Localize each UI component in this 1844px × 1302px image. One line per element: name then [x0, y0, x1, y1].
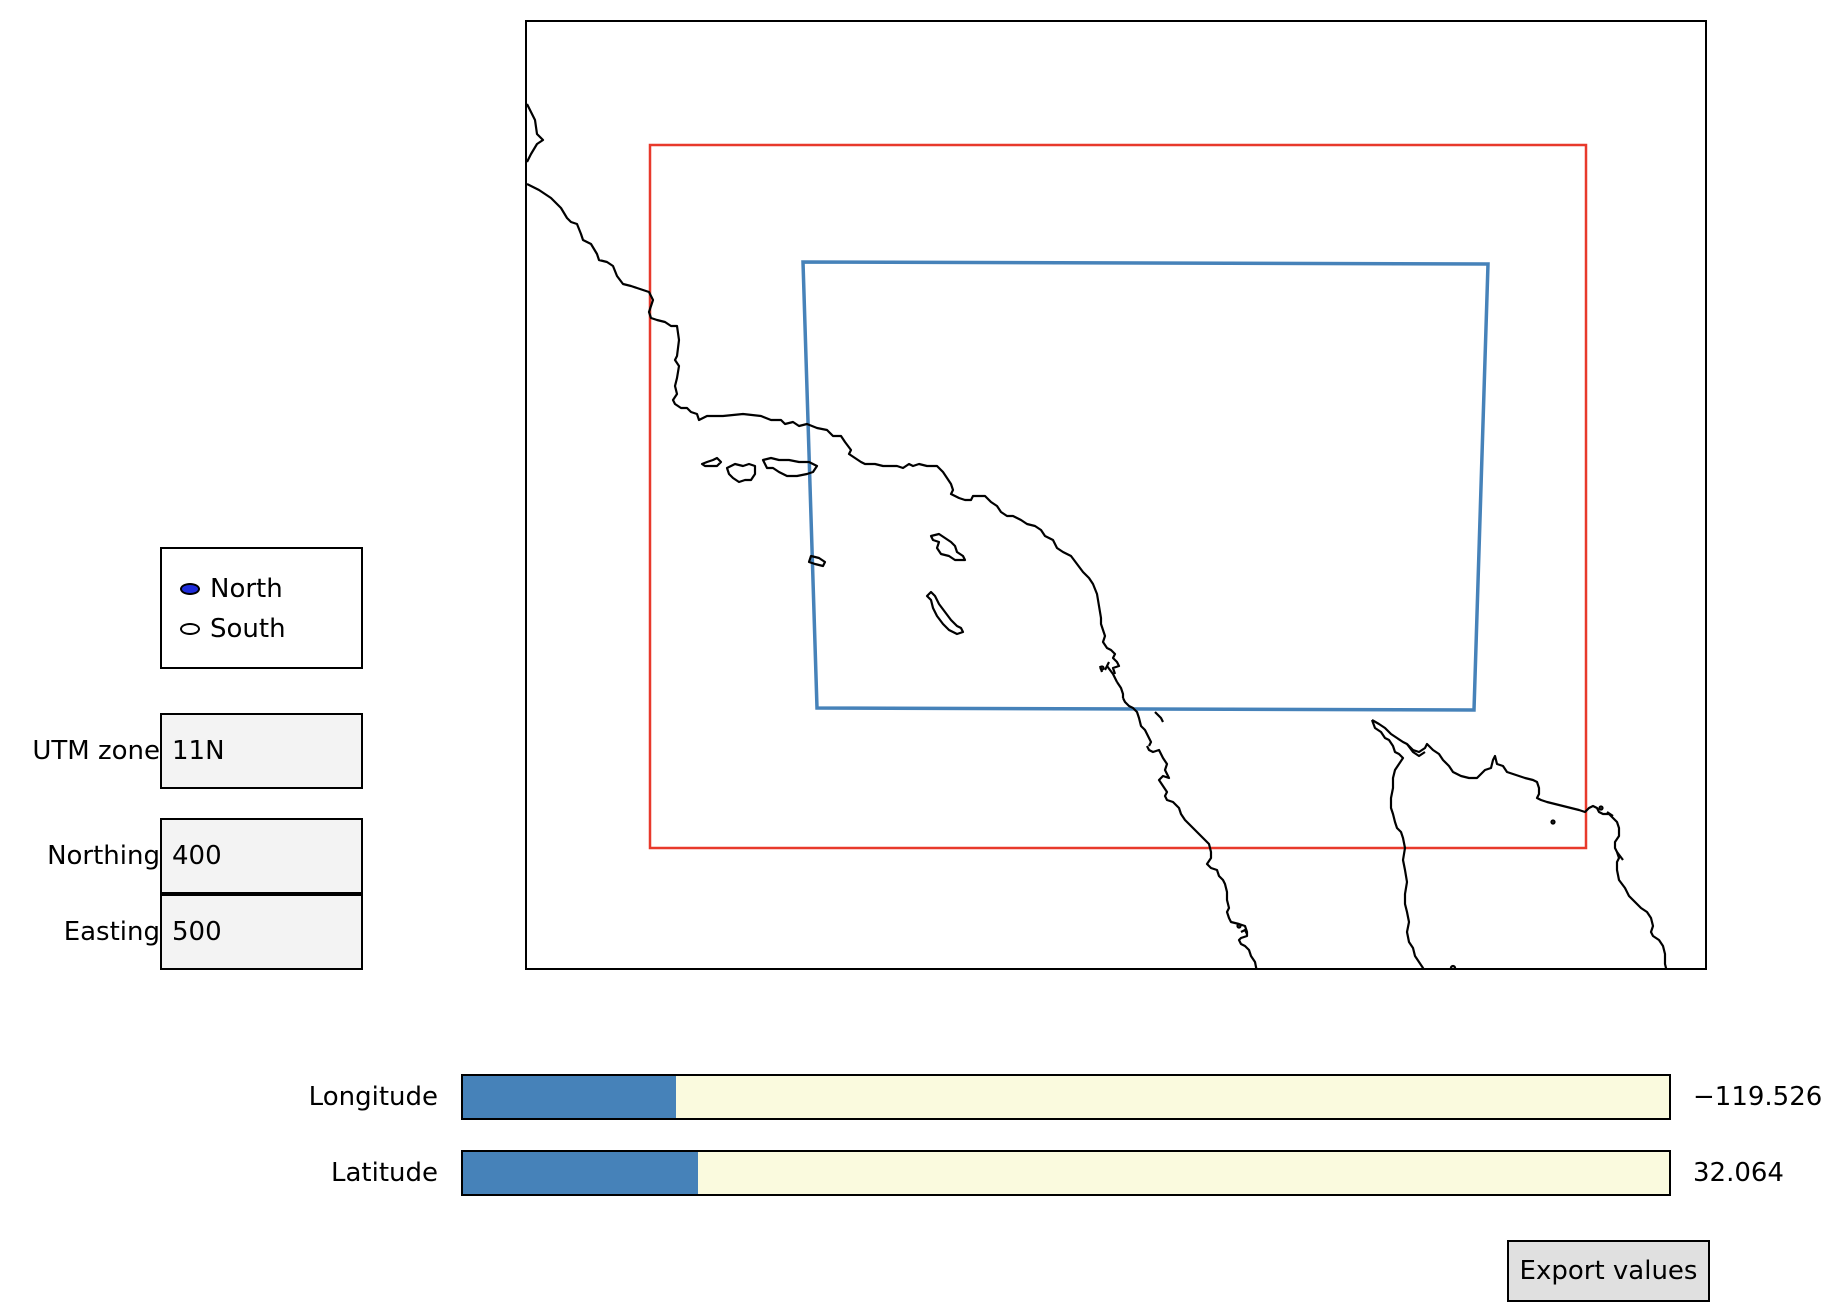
northing-input[interactable]: 400	[160, 818, 363, 894]
utm-zone-input[interactable]: 11N	[160, 713, 363, 789]
longitude-slider-fill	[463, 1076, 677, 1118]
extent-rectangle	[648, 143, 1588, 850]
hemisphere-radio-group: North South	[160, 547, 363, 669]
longitude-value: −119.526	[1693, 1082, 1823, 1112]
latitude-value: 32.064	[1693, 1158, 1784, 1188]
radio-label-north: North	[210, 574, 283, 604]
radio-north[interactable]: North	[180, 574, 283, 604]
easting-label: Easting	[63, 917, 160, 947]
map-panel[interactable]	[525, 20, 1707, 970]
coastline	[527, 103, 1668, 968]
longitude-slider[interactable]	[461, 1074, 1671, 1120]
easting-input[interactable]: 500	[160, 894, 363, 970]
utm-zone-label: UTM zone	[32, 736, 160, 766]
northing-label: Northing	[47, 841, 160, 871]
latitude-slider[interactable]	[461, 1150, 1671, 1196]
radio-label-south: South	[210, 614, 286, 644]
radio-indicator-south[interactable]	[180, 623, 200, 635]
utm-zone-box	[801, 260, 1490, 712]
latitude-slider-fill	[463, 1152, 699, 1194]
latitude-label: Latitude	[330, 1158, 438, 1188]
longitude-label: Longitude	[308, 1082, 438, 1112]
radio-indicator-north[interactable]	[180, 583, 200, 595]
radio-south[interactable]: South	[180, 614, 286, 644]
export-values-button[interactable]: Export values	[1507, 1240, 1710, 1302]
map-canvas[interactable]	[527, 22, 1707, 970]
